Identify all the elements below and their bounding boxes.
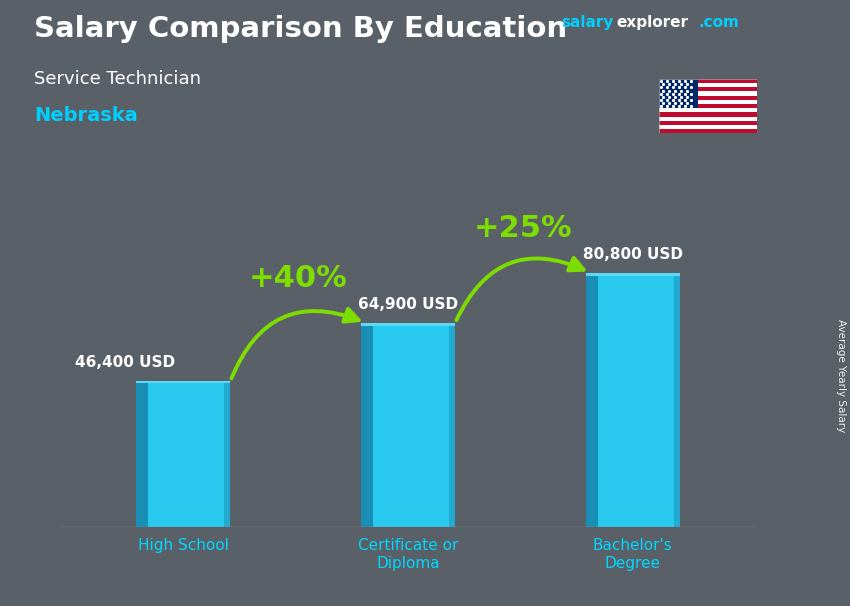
Bar — [659, 79, 698, 108]
Text: +40%: +40% — [248, 264, 347, 293]
Bar — [659, 92, 756, 96]
Bar — [659, 125, 756, 129]
Bar — [659, 79, 756, 83]
Text: 64,900 USD: 64,900 USD — [358, 297, 458, 311]
Bar — [659, 87, 756, 92]
Bar — [360, 323, 373, 527]
Text: Service Technician: Service Technician — [34, 70, 201, 88]
FancyArrowPatch shape — [456, 258, 584, 320]
Bar — [659, 121, 756, 125]
Bar — [360, 323, 456, 527]
Bar — [674, 273, 680, 527]
Bar — [659, 108, 756, 112]
Bar — [659, 96, 756, 100]
Text: Average Yearly Salary: Average Yearly Salary — [836, 319, 846, 432]
Bar — [659, 100, 756, 104]
Text: salary: salary — [561, 15, 614, 30]
Text: Nebraska: Nebraska — [34, 106, 138, 125]
Bar — [224, 381, 230, 527]
Bar — [586, 273, 680, 527]
Bar — [659, 112, 756, 116]
Bar — [136, 381, 230, 527]
Text: 46,400 USD: 46,400 USD — [75, 355, 175, 370]
FancyArrowPatch shape — [231, 308, 359, 378]
Bar — [586, 273, 680, 276]
Bar — [136, 381, 148, 527]
Bar — [449, 323, 456, 527]
Bar — [659, 104, 756, 108]
Bar — [360, 323, 456, 326]
Text: .com: .com — [699, 15, 740, 30]
Text: +25%: +25% — [473, 214, 572, 243]
Bar — [659, 116, 756, 121]
Bar — [136, 381, 230, 383]
Text: explorer: explorer — [616, 15, 689, 30]
Bar — [659, 83, 756, 87]
Bar — [586, 273, 598, 527]
Text: Salary Comparison By Education: Salary Comparison By Education — [34, 15, 567, 43]
Text: 80,800 USD: 80,800 USD — [583, 247, 683, 262]
Bar — [659, 129, 756, 133]
